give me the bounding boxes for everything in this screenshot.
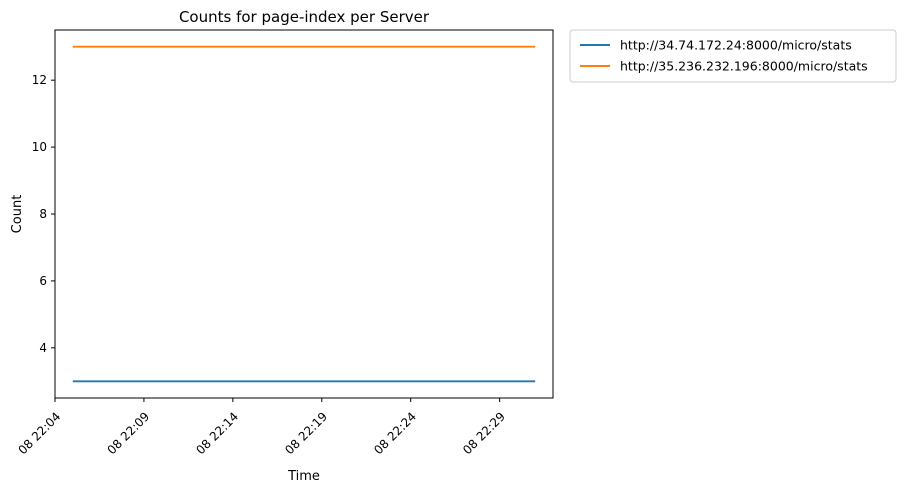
legend: http://34.74.172.24:8000/micro/stats http… — [569, 29, 897, 83]
y-tick-label: 8 — [39, 207, 47, 221]
plot-series — [72, 45, 536, 383]
y-tick-label: 12 — [32, 73, 47, 87]
x-axis-label: Time — [287, 469, 320, 484]
y-axis: 4 6 8 10 12 — [32, 73, 55, 355]
legend-label-1: http://34.74.172.24:8000/micro/stats — [620, 38, 852, 53]
legend-frame — [569, 29, 897, 83]
y-axis-label: Count — [10, 195, 25, 234]
legend-label-2: http://35.236.232.196:8000/micro/stats — [620, 59, 868, 74]
chart-title: Counts for page-index per Server — [179, 8, 430, 26]
y-tick-label: 10 — [32, 140, 47, 154]
plot-frame — [54, 29, 554, 399]
y-tick-label: 6 — [39, 274, 47, 288]
y-tick-label: 4 — [39, 341, 47, 355]
